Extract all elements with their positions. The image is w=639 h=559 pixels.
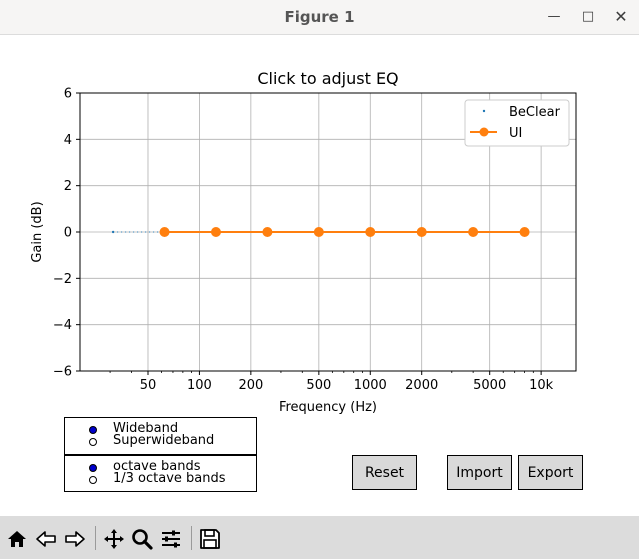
x-tick-label: 100 [187,378,212,393]
legend-marker-beclear [482,109,486,113]
x-tick-label: 10k [529,378,554,393]
figure-canvas[interactable]: Click to adjust EQ 50 100 200 500 1000 2000 50… [0,35,639,516]
radio-dot-wideband[interactable] [89,426,97,434]
radio-option-octave[interactable]: octave bands [65,459,256,475]
legend-label-ui: UI [509,126,522,141]
export-button[interactable]: Export [518,455,583,490]
x-axis-label: Frequency (Hz) [279,400,377,415]
x-tick-label: 500 [306,378,331,393]
pan-icon[interactable] [103,528,125,550]
reset-button[interactable]: Reset [352,455,417,490]
eq-chart[interactable]: Click to adjust EQ 50 100 200 500 1000 2000 50… [0,35,639,516]
maximize-icon[interactable]: □ [581,9,595,24]
toolbar-separator [191,526,192,550]
ui-eq-point[interactable] [519,227,530,237]
ui-eq-point[interactable] [365,227,376,237]
radio-label-superwideband[interactable]: Superwideband [113,433,215,448]
y-tick-label: 0 [64,226,72,241]
y-tick-label: −6 [53,365,72,380]
radio-label-third-octave[interactable]: 1/3 octave bands [113,471,226,486]
x-tick-label: 5000 [473,378,506,393]
y-tick-label: 2 [64,179,72,194]
bandwidth-radio-group: Wideband Superwideband [64,417,257,455]
band-mode-radio-group: octave bands 1/3 octave bands [64,455,257,492]
axis-ticks: 50 100 200 500 1000 2000 5000 10k 6 4 2 0 −2 −4 −6 [53,87,554,394]
subplots-icon[interactable] [160,528,182,550]
ui-eq-point[interactable] [159,227,170,237]
radio-option-superwideband[interactable]: Superwideband [65,433,256,449]
window-title: Figure 1 [284,8,355,26]
navigation-toolbar [0,516,639,559]
x-tick-label: 2000 [405,378,438,393]
y-tick-label: −4 [53,318,72,333]
import-button[interactable]: Import [447,455,512,490]
close-icon[interactable]: ✕ [614,7,628,26]
beclear-point [111,230,115,234]
title-bar: Figure 1 — □ ✕ [0,0,639,35]
radio-dot-octave[interactable] [89,464,97,472]
home-icon[interactable] [6,528,28,550]
ui-eq-point[interactable] [468,227,479,237]
x-tick-label: 50 [140,378,157,393]
radio-label-wideband[interactable]: Wideband [113,421,179,436]
y-tick-label: −2 [53,272,72,287]
forward-icon[interactable] [64,528,86,550]
minimize-icon[interactable]: — [547,9,561,24]
y-axis-label: Gain (dB) [30,201,45,262]
legend-marker-ui [479,127,489,137]
radio-dot-third-octave[interactable] [89,476,97,484]
series-ui[interactable] [159,227,530,237]
save-icon[interactable] [199,528,221,550]
radio-dot-superwideband[interactable] [89,438,97,446]
zoom-icon[interactable] [131,528,153,550]
y-tick-label: 6 [64,87,72,102]
ui-eq-point[interactable] [313,227,324,237]
y-tick-label: 4 [64,133,72,148]
legend-label-beclear: BeClear [509,105,561,120]
chart-title: Click to adjust EQ [257,69,398,88]
back-icon[interactable] [35,528,57,550]
x-tick-label: 1000 [354,378,387,393]
radio-option-wideband[interactable]: Wideband [65,421,256,437]
radio-option-third-octave[interactable]: 1/3 octave bands [65,471,256,487]
legend-frame [464,99,570,147]
chart-legend: BeClear UI [464,99,570,147]
ui-eq-point[interactable] [210,227,221,237]
ui-eq-point[interactable] [416,227,427,237]
x-tick-label: 200 [238,378,263,393]
ui-eq-point[interactable] [262,227,273,237]
radio-label-octave[interactable]: octave bands [113,459,201,474]
toolbar-separator [95,526,96,550]
